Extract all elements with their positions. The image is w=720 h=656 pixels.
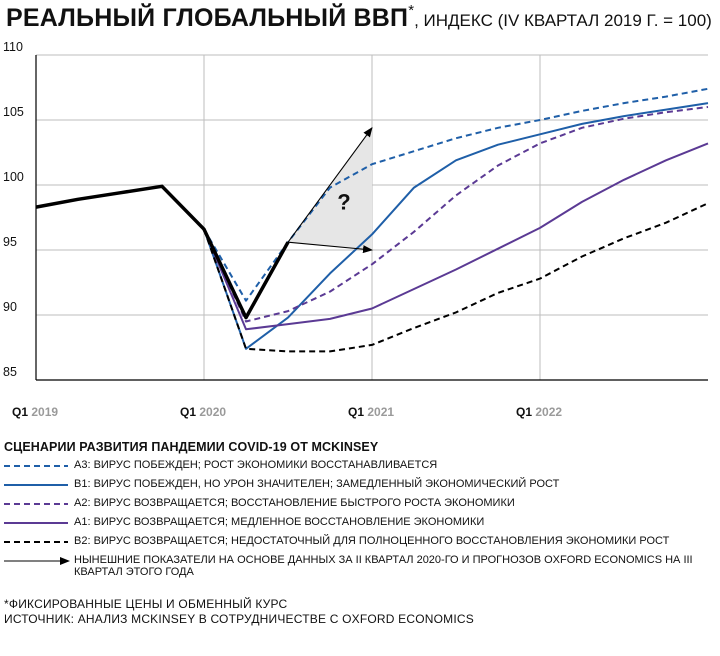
series-line-b1 [203,102,709,350]
legend-label-a3: A3: Вирус побежден; рост экономики восст… [74,459,438,471]
legend-item-b2: B2: Вирус возвращается; недостаточный дл… [4,533,716,552]
legend-item-arrow: Нынешние показатели на основе данных за … [4,552,716,582]
x-tick-label-2020: Q1 2020 [180,405,226,419]
series-line-a2 [203,106,709,323]
x-tick-year: 2022 [535,405,562,419]
chart-title-footnote-mark: * [408,2,415,19]
legend-item-b1: B1: Вирус побежден, но урон значителен; … [4,476,716,495]
chart-title-subtitle: , ИНДЕКС (IV КВАРТАЛ 2019 Г. = 100) [414,11,712,30]
projection-arrow-2 [287,241,373,254]
legend: СЦЕНАРИИ РАЗВИТИЯ ПАНДЕМИИ COVID-19 ОТ M… [4,440,716,582]
x-tick-quarter: Q1 [516,405,535,419]
x-tick-year: 2020 [199,405,226,419]
legend-item-a2: A2: Вирус возвращается; восстановление б… [4,495,716,514]
y-tick-label-90: 90 [3,300,17,314]
legend-swatch-b2 [4,541,68,543]
x-tick-label-2022: Q1 2022 [516,405,562,419]
series-line-b2 [203,202,709,353]
footnote-source: ИСТОЧНИК: АНАЛИЗ MCKINSEY В СОТРУДНИЧЕСТ… [4,612,474,626]
footnotes: *ФИКСИРОВАННЫЕ ЦЕНЫ И ОБМЕННЫЙ КУРС ИСТО… [4,597,716,627]
x-tick-quarter: Q1 [12,405,31,419]
x-tick-quarter: Q1 [348,405,367,419]
projection-arrow-1 [287,126,373,243]
y-tick-label-85: 85 [3,365,17,379]
y-tick-label-105: 105 [3,105,24,119]
series-line-historical [35,184,290,320]
x-tick-year: 2019 [31,405,58,419]
legend-label-b1: B1: Вирус побежден, но урон значителен; … [74,478,560,490]
chart-title: РЕАЛЬНЫЙ ГЛОБАЛЬНЫЙ ВВП*, ИНДЕКС (IV КВА… [6,2,716,33]
x-tick-label-2019: Q1 2019 [12,405,58,419]
legend-label-a2: A2: Вирус возвращается; восстановление б… [74,497,515,509]
chart-title-main: РЕАЛЬНЫЙ ГЛОБАЛЬНЫЙ ВВП [6,4,409,32]
legend-item-a1: A1: Вирус возвращается; медленное восста… [4,514,716,533]
legend-swatch-a2 [4,503,68,505]
x-tick-label-2021: Q1 2021 [348,405,394,419]
footnote-prices: *ФИКСИРОВАННЫЕ ЦЕНЫ И ОБМЕННЫЙ КУРС [4,597,288,611]
legend-swatch-arrow [4,557,70,565]
legend-items: A3: Вирус побежден; рост экономики восст… [4,457,716,582]
legend-label-b2: B2: Вирус возвращается; недостаточный дл… [74,535,670,547]
legend-arrow-head [60,557,70,565]
y-tick-label-100: 100 [3,170,24,184]
legend-label-a1: A1: Вирус возвращается; медленное восста… [74,516,485,528]
legend-heading: СЦЕНАРИИ РАЗВИТИЯ ПАНДЕМИИ COVID-19 ОТ M… [4,440,379,454]
y-tick-label-95: 95 [3,235,17,249]
series-line-a1 [203,142,709,331]
legend-label-arrow: Нынешние показатели на основе данных за … [74,554,693,578]
legend-swatch-b1 [4,484,68,486]
legend-item-a3: A3: Вирус побежден; рост экономики восст… [4,457,716,476]
legend-swatch-a3 [4,465,68,467]
question-mark-annotation: ? [337,190,350,215]
x-tick-quarter: Q1 [180,405,199,419]
y-tick-label-110: 110 [3,40,23,54]
legend-swatch-a1 [4,522,68,524]
x-tick-year: 2021 [367,405,394,419]
